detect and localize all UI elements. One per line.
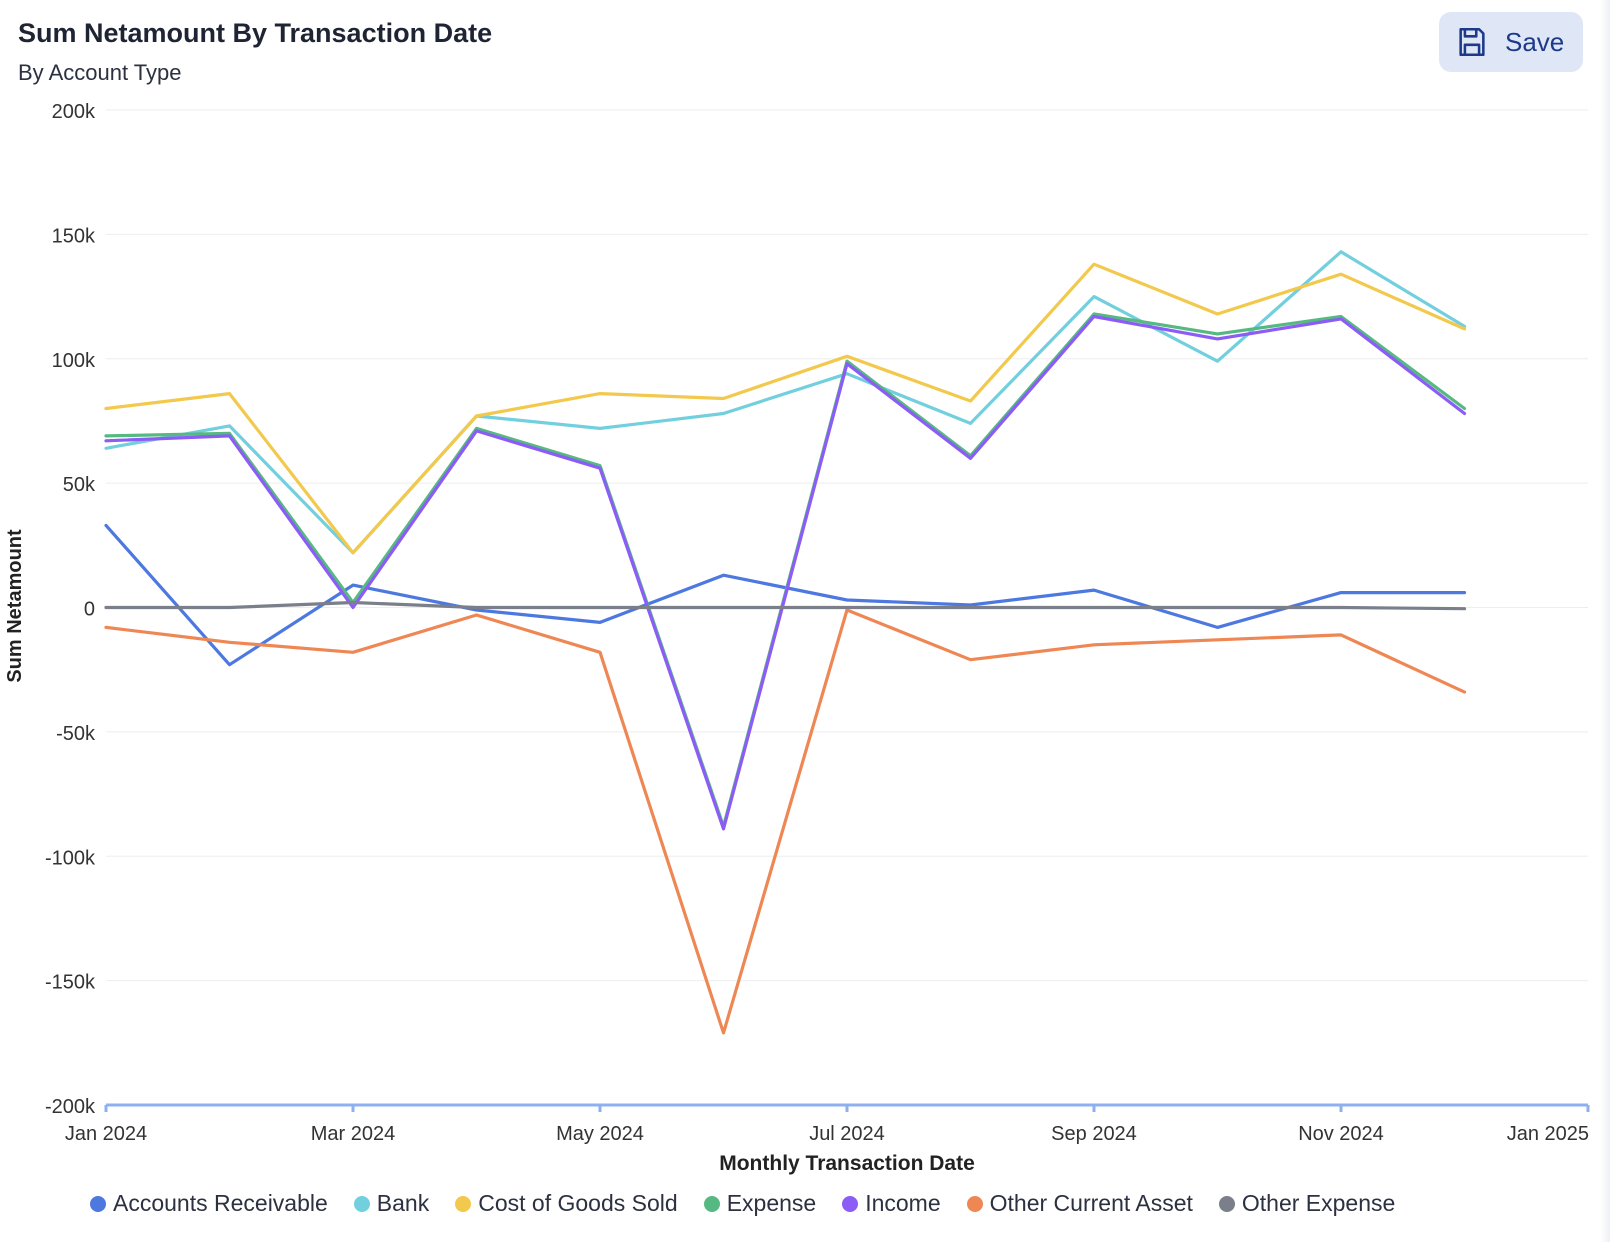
x-tick-label: Jan 2024 bbox=[65, 1123, 147, 1145]
save-button-label: Save bbox=[1505, 27, 1565, 57]
y-tick-label: -150k bbox=[45, 972, 96, 994]
legend-marker bbox=[90, 1195, 106, 1212]
axis-layer: 200k 150k 100k 50k 0 -50k -100k -150k -200k Jan 2… bbox=[45, 101, 1590, 1145]
legend-item-bank[interactable]: Bank bbox=[353, 1190, 430, 1217]
x-tick-label: Jan 2025 bbox=[1507, 1123, 1589, 1145]
legend-marker bbox=[353, 1195, 370, 1212]
y-tick-label: -200k bbox=[45, 1096, 96, 1118]
legend-item-accounts-receivable[interactable]: Accounts Receivable bbox=[90, 1190, 328, 1217]
legend-marker bbox=[842, 1195, 859, 1212]
x-tick-label: May 2024 bbox=[556, 1123, 644, 1145]
legend-label: Income bbox=[865, 1190, 941, 1216]
y-tick-label: 200k bbox=[52, 101, 96, 123]
y-tick-label: -50k bbox=[56, 723, 96, 745]
legend-label: Accounts Receivable bbox=[113, 1190, 328, 1216]
chart-subtitle: By Account Type bbox=[18, 60, 182, 85]
x-tick-label: Mar 2024 bbox=[311, 1123, 396, 1145]
series-line-income[interactable] bbox=[104, 314, 1467, 831]
legend-item-other-current-asset[interactable]: Other Current Asset bbox=[966, 1190, 1193, 1217]
y-tick-label: 50k bbox=[63, 474, 96, 496]
series-line-other-current-asset[interactable] bbox=[104, 608, 1467, 1035]
save-button[interactable]: Save bbox=[1439, 12, 1583, 72]
legend-item-expense[interactable]: Expense bbox=[703, 1190, 817, 1217]
series-line-bank[interactable] bbox=[104, 250, 1467, 555]
legend-marker bbox=[1218, 1195, 1235, 1212]
y-tick-label: 0 bbox=[84, 599, 95, 621]
y-tick-label: 100k bbox=[52, 350, 96, 372]
x-tick-label: Sep 2024 bbox=[1051, 1123, 1137, 1145]
series-layer bbox=[104, 250, 1467, 1035]
legend-marker bbox=[455, 1195, 472, 1212]
series-line-cost-of-goods-sold[interactable] bbox=[104, 262, 1467, 555]
series-line-expense[interactable] bbox=[104, 312, 1467, 829]
legend-label: Expense bbox=[726, 1190, 817, 1216]
x-tick-label: Jul 2024 bbox=[809, 1123, 885, 1145]
legend-item-other-expense[interactable]: Other Expense bbox=[1218, 1190, 1396, 1217]
legend-item-cost-of-goods-sold[interactable]: Cost of Goods Sold bbox=[455, 1190, 678, 1217]
series-line-other-expense[interactable] bbox=[104, 600, 1467, 611]
y-tick-label: 150k bbox=[52, 225, 96, 247]
legend-label: Bank bbox=[376, 1190, 430, 1216]
legend-label: Other Current Asset bbox=[989, 1190, 1193, 1216]
y-axis-title: Sum Netamount bbox=[4, 529, 26, 683]
legend-marker bbox=[966, 1195, 983, 1212]
legend-label: Other Expense bbox=[1241, 1190, 1396, 1216]
y-tick-label: -100k bbox=[45, 847, 96, 869]
panel-edge bbox=[1600, 0, 1610, 1242]
legend-item-income[interactable]: Income bbox=[842, 1190, 941, 1217]
x-axis-title: Monthly Transaction Date bbox=[719, 1152, 975, 1175]
legend-marker bbox=[703, 1195, 720, 1212]
grid-layer bbox=[106, 109, 1588, 982]
chart-legend: Accounts Receivable Bank Cost of Goods Sol… bbox=[90, 1190, 1421, 1217]
x-tick-label: Nov 2024 bbox=[1298, 1123, 1384, 1145]
floppy-disk-icon bbox=[1459, 27, 1485, 57]
chart-title: Sum Netamount By Transaction Date bbox=[18, 18, 493, 48]
legend-label: Cost of Goods Sold bbox=[478, 1190, 678, 1216]
